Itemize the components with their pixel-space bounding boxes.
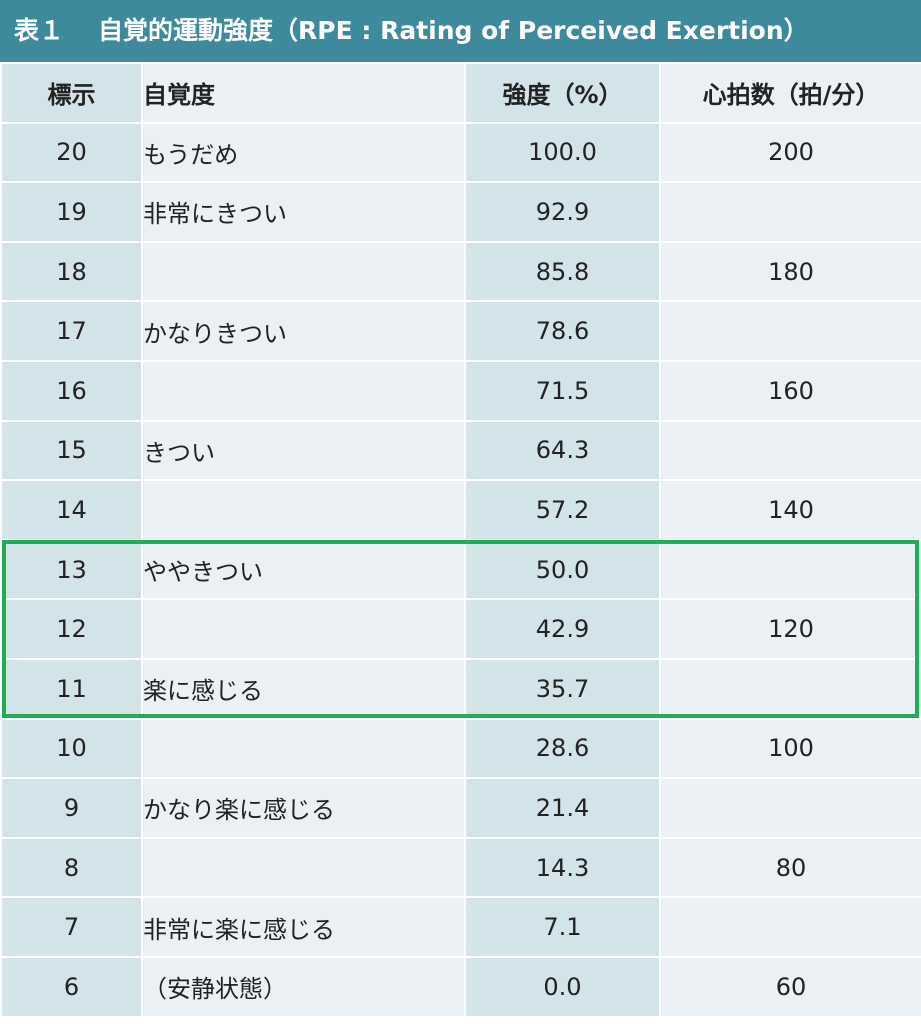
- cell-perception: [143, 719, 464, 778]
- cell-scale: 14: [2, 481, 141, 539]
- cell-perception: [143, 481, 464, 539]
- table-row: 20 もうだめ 100.0 200: [2, 123, 921, 182]
- cell-intensity: 100.0: [466, 123, 659, 182]
- cell-scale: 11: [2, 659, 141, 718]
- cell-perception: きつい: [143, 421, 464, 480]
- table-header-row: 標示 自覚度 強度（%） 心拍数（拍/分）: [2, 64, 921, 122]
- cell-perception: 非常に楽に感じる: [143, 898, 464, 956]
- cell-perception: かなり楽に感じる: [143, 779, 464, 837]
- cell-scale: 12: [2, 600, 141, 658]
- table-row: 18 85.8 180: [2, 242, 921, 301]
- cell-intensity: 57.2: [466, 481, 659, 539]
- cell-scale: 15: [2, 421, 141, 480]
- cell-scale: 19: [2, 183, 141, 241]
- table-row: 10 28.6 100: [2, 719, 921, 778]
- cell-intensity: 21.4: [466, 779, 659, 837]
- cell-heart-rate: 60: [661, 957, 921, 1016]
- cell-heart-rate: [661, 540, 921, 599]
- cell-heart-rate: [661, 183, 921, 241]
- cell-perception: ややきつい: [143, 540, 464, 599]
- cell-intensity: 85.8: [466, 242, 659, 301]
- header-perception: 自覚度: [143, 64, 464, 122]
- cell-scale: 10: [2, 719, 141, 778]
- table-title-text: 自覚的運動強度（RPE : Rating of Perceived Exerti…: [98, 16, 809, 45]
- cell-intensity: 42.9: [466, 600, 659, 658]
- cell-intensity: 7.1: [466, 898, 659, 956]
- cell-heart-rate: [661, 421, 921, 480]
- cell-heart-rate: [661, 302, 921, 360]
- table-title: 表１ 自覚的運動強度（RPE : Rating of Perceived Exer…: [0, 0, 921, 62]
- cell-scale: 20: [2, 123, 141, 182]
- table-row: 13 ややきつい 50.0: [2, 540, 921, 599]
- cell-perception: [143, 361, 464, 420]
- cell-scale: 17: [2, 302, 141, 360]
- cell-intensity: 78.6: [466, 302, 659, 360]
- header-intensity: 強度（%）: [466, 64, 659, 122]
- table-row: 8 14.3 80: [2, 838, 921, 897]
- header-heart-rate: 心拍数（拍/分）: [661, 64, 921, 122]
- table-row: 19 非常にきつい 92.9: [2, 183, 921, 241]
- cell-intensity: 64.3: [466, 421, 659, 480]
- cell-heart-rate: 180: [661, 242, 921, 301]
- table-row: 17 かなりきつい 78.6: [2, 302, 921, 360]
- cell-heart-rate: 200: [661, 123, 921, 182]
- cell-perception: 楽に感じる: [143, 659, 464, 718]
- cell-perception: [143, 600, 464, 658]
- cell-intensity: 71.5: [466, 361, 659, 420]
- cell-scale: 13: [2, 540, 141, 599]
- cell-scale: 7: [2, 898, 141, 956]
- cell-perception: 非常にきつい: [143, 183, 464, 241]
- table-row: 11 楽に感じる 35.7: [2, 659, 921, 718]
- table-row: 9 かなり楽に感じる 21.4: [2, 779, 921, 837]
- cell-intensity: 35.7: [466, 659, 659, 718]
- cell-scale: 9: [2, 779, 141, 837]
- table-row: 7 非常に楽に感じる 7.1: [2, 898, 921, 956]
- table-row: 16 71.5 160: [2, 361, 921, 420]
- cell-scale: 8: [2, 838, 141, 897]
- cell-perception: かなりきつい: [143, 302, 464, 360]
- cell-intensity: 50.0: [466, 540, 659, 599]
- cell-heart-rate: [661, 779, 921, 837]
- cell-perception: （安静状態）: [143, 957, 464, 1016]
- cell-perception: [143, 838, 464, 897]
- table-title-label: 表１: [14, 16, 65, 45]
- cell-heart-rate: 100: [661, 719, 921, 778]
- cell-intensity: 14.3: [466, 838, 659, 897]
- header-scale: 標示: [2, 64, 141, 122]
- cell-intensity: 92.9: [466, 183, 659, 241]
- rpe-table: 標示 自覚度 強度（%） 心拍数（拍/分） 20 もうだめ 100.0 200 19 非常…: [0, 62, 921, 1018]
- cell-intensity: 28.6: [466, 719, 659, 778]
- cell-perception: [143, 242, 464, 301]
- table-row: 15 きつい 64.3: [2, 421, 921, 480]
- cell-heart-rate: 140: [661, 481, 921, 539]
- cell-heart-rate: 80: [661, 838, 921, 897]
- cell-perception: もうだめ: [143, 123, 464, 182]
- cell-heart-rate: [661, 898, 921, 956]
- table-row: 14 57.2 140: [2, 481, 921, 539]
- table-row: 6 （安静状態） 0.0 60: [2, 957, 921, 1016]
- cell-scale: 6: [2, 957, 141, 1016]
- cell-heart-rate: 120: [661, 600, 921, 658]
- table-row: 12 42.9 120: [2, 600, 921, 658]
- cell-intensity: 0.0: [466, 957, 659, 1016]
- cell-scale: 16: [2, 361, 141, 420]
- cell-heart-rate: [661, 659, 921, 718]
- cell-heart-rate: 160: [661, 361, 921, 420]
- cell-scale: 18: [2, 242, 141, 301]
